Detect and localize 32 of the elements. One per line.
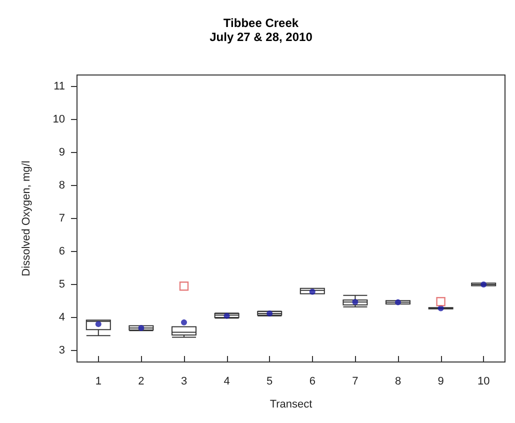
x-tick-label: 5 (266, 376, 273, 388)
point (224, 312, 230, 319)
point (266, 310, 273, 317)
chart-title: Tibbee Creek (223, 16, 299, 30)
y-tick-label: 3 (58, 344, 65, 356)
y-tick-label: 10 (52, 114, 65, 126)
point (138, 325, 144, 332)
x-tick-label: 1 (95, 376, 102, 388)
x-tick-label: 4 (224, 376, 230, 388)
x-tick-label: 10 (477, 376, 490, 388)
y-tick-label: 9 (58, 146, 65, 159)
y-axis-title: Dissolved Oxygen, mg/l (20, 160, 32, 276)
chart-subtitle: July 27 & 28, 2010 (210, 30, 313, 44)
point (395, 299, 401, 306)
point (309, 288, 316, 295)
y-tick-label: 11 (54, 80, 65, 93)
x-tick-label: 8 (394, 376, 402, 388)
point (352, 298, 358, 305)
y-tick-label: 5 (58, 278, 65, 290)
x-tick-label: 3 (180, 376, 188, 388)
x-axis-title: Transect (270, 398, 312, 410)
y-tick-label: 7 (58, 212, 65, 224)
x-tick-label: 9 (438, 376, 444, 388)
point (480, 281, 487, 288)
y-tick-label: 6 (58, 245, 65, 258)
x-tick-label: 7 (352, 376, 358, 388)
y-tick-label: 8 (58, 180, 65, 192)
x-tick-label: 6 (309, 376, 316, 388)
y-tick-label: 4 (58, 311, 65, 324)
point (181, 319, 187, 326)
x-tick-label: 2 (138, 376, 144, 388)
point (95, 321, 102, 328)
